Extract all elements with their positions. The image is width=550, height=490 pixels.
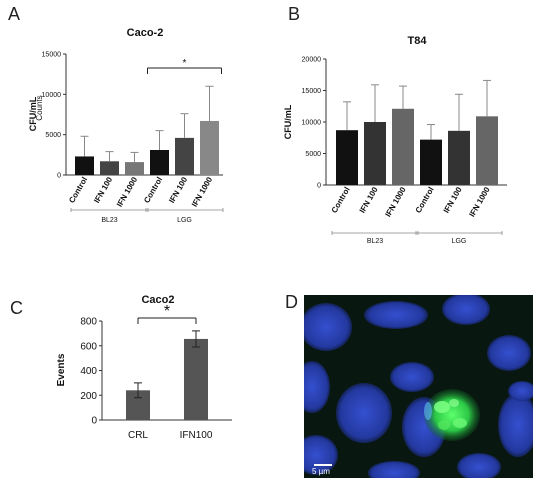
y-tick-label: 0	[91, 416, 97, 427]
panel-letter-b: B	[288, 4, 301, 24]
bar	[448, 130, 470, 185]
x-tick-label: IFN 100	[92, 175, 114, 205]
x-tick-label: IFN 1000	[383, 185, 408, 218]
y-axis-label: Events	[56, 353, 67, 386]
x-tick-label: IFN 1000	[190, 175, 215, 208]
nuclei	[304, 295, 533, 478]
y-tick-label: 10000	[302, 119, 322, 126]
x-tick-label: Control	[414, 186, 436, 215]
significance-marker: *	[183, 58, 187, 69]
bar	[336, 130, 358, 185]
y-tick-label: 15000	[302, 88, 322, 95]
group-label: BL23	[101, 217, 117, 224]
panel-letter-a: A	[8, 4, 21, 24]
chart-c: Caco2 0 200 400 600 800 Events CRL IFN100 *	[56, 294, 232, 441]
y-axis-label: CFU/mL	[28, 96, 38, 131]
x-tick-label: Control	[330, 186, 352, 215]
chart-title: Caco2	[141, 294, 174, 306]
y-tick-label: 200	[80, 391, 97, 402]
bar	[150, 149, 169, 175]
y-tick-label: 15000	[42, 51, 62, 58]
x-tick-label: Control	[142, 176, 164, 205]
y-tick-label: 600	[80, 341, 97, 352]
chart-title: Caco-2	[127, 27, 164, 39]
x-tick-label: IFN 1000	[115, 175, 140, 208]
chart-title: T84	[408, 35, 428, 47]
bar	[184, 338, 208, 420]
bar	[392, 108, 414, 185]
y-tick-label: 800	[80, 317, 97, 328]
x-tick-label: IFN 100	[167, 175, 189, 205]
bar	[476, 116, 498, 185]
bar	[420, 139, 442, 185]
y-tick-label: 5000	[305, 151, 321, 158]
group-label: LGG	[177, 217, 192, 224]
panel-letter-d: D	[285, 292, 298, 312]
fluorescence-micrograph: 5 µm	[304, 295, 533, 478]
chart-b: T84 0 5000 10000 15000 20000 CFU/mL Control IFN …	[283, 35, 507, 245]
group-label: BL23	[367, 238, 383, 245]
bar	[100, 161, 119, 175]
y-axis-label-overlap: Counts	[35, 95, 44, 120]
micrograph-image	[304, 295, 533, 478]
x-tick-label: IFN 100	[442, 185, 464, 215]
significance-marker: *	[164, 303, 170, 320]
bar	[364, 122, 386, 185]
y-tick-label: 0	[317, 182, 321, 189]
x-tick-label: CRL	[128, 430, 148, 441]
x-tick-label: IFN 100	[358, 185, 380, 215]
green-signal	[424, 389, 480, 441]
bar	[125, 162, 144, 175]
y-tick-label: 5000	[45, 132, 61, 139]
y-tick-label: 400	[80, 366, 97, 377]
panel-letter-c: C	[10, 298, 23, 318]
scale-bar-label: 5 µm	[312, 467, 330, 476]
group-label: LGG	[452, 238, 467, 245]
y-axis-label: CFU/mL	[283, 104, 293, 139]
x-tick-label: IFN100	[180, 430, 213, 441]
bar	[200, 120, 219, 175]
y-tick-label: 20000	[302, 56, 322, 63]
bar	[75, 156, 94, 175]
x-tick-label: IFN 1000	[467, 185, 492, 218]
y-tick-label: 10000	[42, 92, 62, 99]
y-tick-label: 0	[57, 172, 61, 179]
bar	[175, 137, 194, 175]
x-tick-label: Control	[67, 176, 89, 205]
